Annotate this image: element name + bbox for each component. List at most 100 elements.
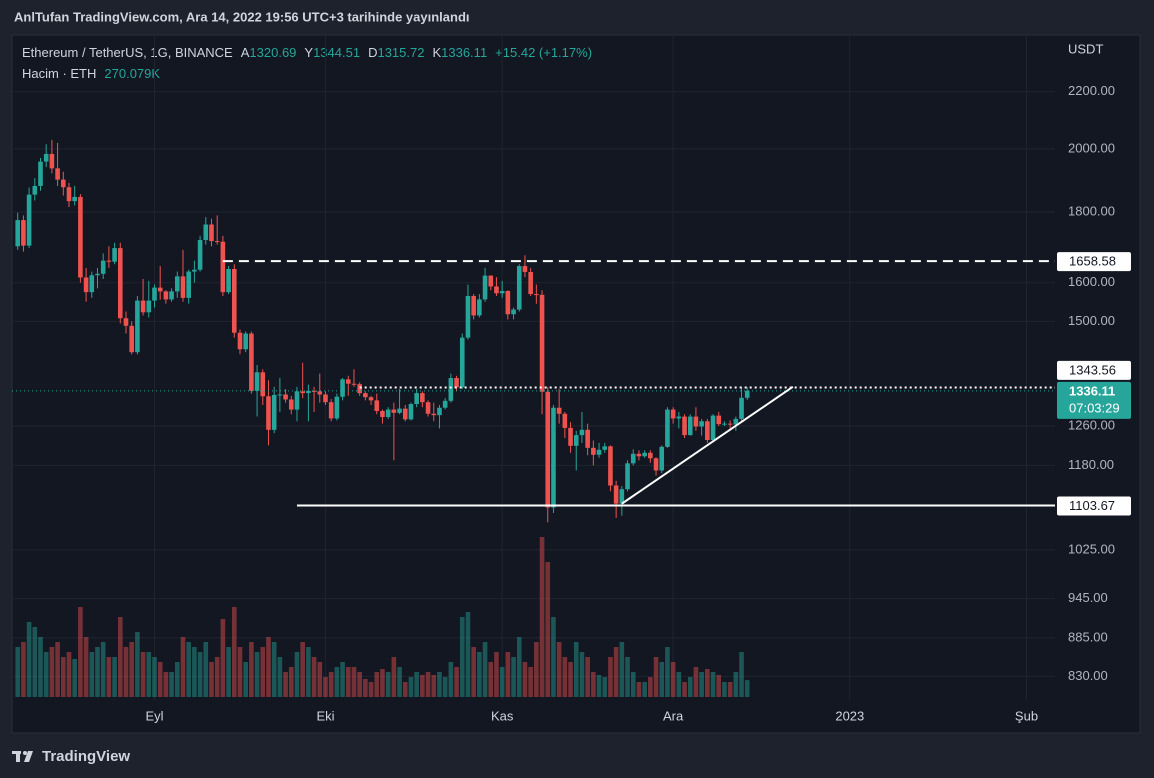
volume-bar [32,627,38,697]
candle-body [636,453,642,457]
candle-body [277,394,283,396]
volume-bar [112,657,117,697]
volume-bar [49,647,55,697]
volume-bar [585,657,590,697]
candle-body [209,224,214,242]
candle-body [157,287,163,292]
candle-body [573,435,579,446]
candle-body [306,390,311,394]
volume-bar [254,652,260,697]
volume-bar [408,677,414,697]
candle-body [408,404,414,420]
candle-body [385,409,391,418]
candle-body [744,390,750,398]
volume-bar [648,677,653,697]
x-tick-label: Ara [663,708,684,723]
candle-body [283,394,288,400]
volume-bar [665,647,670,697]
volume-bar [402,682,408,697]
volume-bar [237,647,243,697]
volume-bar [15,647,20,697]
volume-bar [653,657,659,697]
volume-bar [38,637,43,697]
candle-body [226,268,231,293]
candle-body [488,275,494,287]
candle-body [317,391,323,395]
volume-bar [78,607,83,697]
candle-body [402,408,408,420]
volume-bar [659,662,665,697]
volume-bar [340,662,345,697]
volume-bar [117,617,123,697]
candle-body [727,423,733,425]
candle-body [357,384,362,394]
candle-body [135,300,140,353]
volume-bar [66,652,72,697]
volume-bar [744,680,750,697]
volume-bar [568,662,573,697]
candle-body [397,408,402,413]
candle-body [539,294,545,392]
volume-bar [169,672,174,697]
candle-body [334,396,340,419]
volume-bar [220,619,226,697]
ohlc-value: 1320.69 [249,45,296,60]
volume-bar [682,682,687,697]
current-price-label: 1336.11 [1069,383,1115,398]
candle-body [49,153,55,169]
candle-body [266,396,271,430]
candle-body [55,168,60,180]
candle-body [323,394,328,403]
volume-bar [288,667,294,697]
ohlc-label: K [432,45,441,60]
volume-bar [499,667,505,697]
candle-body [106,260,112,262]
volume-bar [209,662,214,697]
volume-bar [431,675,437,697]
volume-bar [699,672,704,697]
y-tick-label: 2200.00 [1068,83,1115,98]
candle-body [431,413,437,416]
candle-body [129,325,134,353]
volume-bar [636,682,642,697]
candle-body [659,446,665,471]
volume-bar [266,637,271,697]
volume-bar [271,642,277,697]
volume-bar [619,642,625,697]
volume-bar [522,662,528,697]
volume-bar [311,657,317,697]
candle-body [83,277,89,293]
x-tick-label: Eki [316,708,334,723]
volume-bar [625,657,630,697]
volume-bar [459,617,465,697]
volume-bar [140,652,146,697]
candle-body [676,416,682,419]
volume-bar [192,647,197,697]
volume-bar [197,652,203,697]
volume-bar [363,679,368,697]
candle-body [556,407,562,414]
candle-body [174,276,180,292]
volume-bar [95,647,100,697]
volume-bar [317,662,323,697]
volume-bar [334,667,340,697]
symbol-title: Ethereum / TetherUS, 1G, BINANCE [22,45,233,60]
countdown: 07:03:29 [1069,400,1120,415]
price-label: 1658.58 [1069,254,1116,269]
volume-bar [357,672,362,697]
current-price-box [1057,381,1131,419]
candle-body [21,220,26,246]
candle-body [665,409,670,447]
candle-body [368,397,374,401]
candle-body [123,318,129,326]
candle-body [642,452,647,457]
candle-body [249,333,254,391]
candle-body [499,291,505,294]
candle-body [288,399,294,410]
candle-body [345,379,351,384]
candle-body [437,407,442,416]
volume-bar [283,672,288,697]
volume-bar [670,662,676,697]
candle-body [146,300,152,313]
